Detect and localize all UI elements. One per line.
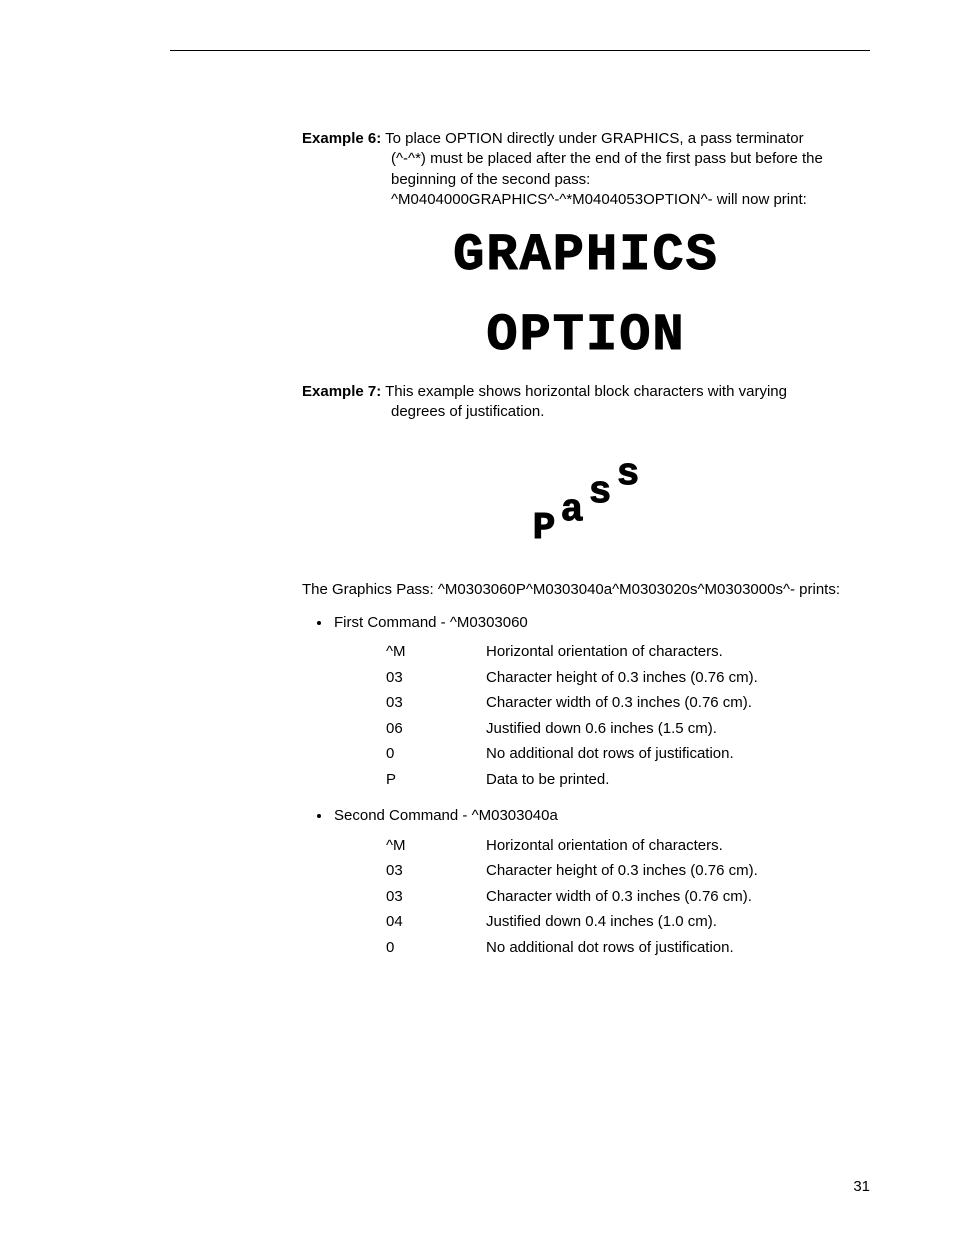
graphics-word-2: OPTION xyxy=(486,310,685,362)
example-7-line1: This example shows horizontal block char… xyxy=(385,383,787,400)
command-table-2: ^MHorizontal orientation of characters. … xyxy=(386,833,870,961)
table-row: 06Justified down 0.6 inches (1.5 cm). xyxy=(386,716,870,742)
cmd-desc: Justified down 0.6 inches (1.5 cm). xyxy=(486,716,870,742)
cmd-code: P xyxy=(386,767,486,793)
cmd-code: 03 xyxy=(386,858,486,884)
table-row: 03Character height of 0.3 inches (0.76 c… xyxy=(386,665,870,691)
example-7-line2: degrees of justification. xyxy=(391,402,870,422)
cmd-code: 04 xyxy=(386,909,486,935)
bullet-list-2: Second Command - ^M0303040a xyxy=(302,806,870,826)
cmd-desc: Horizontal orientation of characters. xyxy=(486,833,870,859)
table-row: ^MHorizontal orientation of characters. xyxy=(386,833,870,859)
page-content: Example 6: To place OPTION directly unde… xyxy=(302,129,870,960)
pass-char-1: a xyxy=(558,489,586,532)
cmd-desc: Horizontal orientation of characters. xyxy=(486,639,870,665)
cmd-code: 0 xyxy=(386,935,486,961)
page-top-rule xyxy=(170,50,870,51)
table-row: 04Justified down 0.4 inches (1.0 cm). xyxy=(386,909,870,935)
cmd-code: ^M xyxy=(386,833,486,859)
cmd-code: 03 xyxy=(386,690,486,716)
page-number: 31 xyxy=(853,1178,870,1195)
graphics-pass-text: The Graphics Pass: ^M0303060P^M0303040a^… xyxy=(302,579,870,602)
table-row: 03Character height of 0.3 inches (0.76 c… xyxy=(386,858,870,884)
table-row: 03Character width of 0.3 inches (0.76 cm… xyxy=(386,884,870,910)
pass-char-3: s xyxy=(614,453,642,496)
example-7-block: Example 7: This example shows horizontal… xyxy=(302,382,870,423)
bullet-first-command: First Command - ^M0303060 xyxy=(332,613,870,633)
table-row: ^MHorizontal orientation of characters. xyxy=(386,639,870,665)
cmd-code: 0 xyxy=(386,741,486,767)
example-6-line2: (^-^*) must be placed after the end of t… xyxy=(391,149,870,169)
pass-char-2: s xyxy=(586,471,614,514)
cmd-code: 03 xyxy=(386,665,486,691)
cmd-desc: Character width of 0.3 inches (0.76 cm). xyxy=(486,884,870,910)
bullet-second-command: Second Command - ^M0303040a xyxy=(332,806,870,826)
pass-stair-output: Pass xyxy=(302,453,870,553)
bullet-list-1: First Command - ^M0303060 xyxy=(302,613,870,633)
example-6-line3: beginning of the second pass: xyxy=(391,170,870,190)
cmd-desc: Data to be printed. xyxy=(486,767,870,793)
command-table-1: ^MHorizontal orientation of characters. … xyxy=(386,639,870,792)
table-row: PData to be printed. xyxy=(386,767,870,793)
table-row: 03Character width of 0.3 inches (0.76 cm… xyxy=(386,690,870,716)
cmd-desc: Character height of 0.3 inches (0.76 cm)… xyxy=(486,858,870,884)
example-6-line4: ^M0404000GRAPHICS^-^*M0404053OPTION^- wi… xyxy=(391,190,870,210)
example-6-label: Example 6: xyxy=(302,130,381,147)
cmd-desc: No additional dot rows of justification. xyxy=(486,935,870,961)
graphics-output: GRAPHICS OPTION xyxy=(302,230,870,370)
cmd-desc: Justified down 0.4 inches (1.0 cm). xyxy=(486,909,870,935)
cmd-code: 06 xyxy=(386,716,486,742)
cmd-code: 03 xyxy=(386,884,486,910)
example-6-block: Example 6: To place OPTION directly unde… xyxy=(302,129,870,210)
example-7-label: Example 7: xyxy=(302,383,381,400)
cmd-desc: No additional dot rows of justification. xyxy=(486,741,870,767)
table-row: 0No additional dot rows of justification… xyxy=(386,741,870,767)
cmd-code: ^M xyxy=(386,639,486,665)
table-row: 0No additional dot rows of justification… xyxy=(386,935,870,961)
cmd-desc: Character height of 0.3 inches (0.76 cm)… xyxy=(486,665,870,691)
pass-char-0: P xyxy=(530,507,558,550)
cmd-desc: Character width of 0.3 inches (0.76 cm). xyxy=(486,690,870,716)
graphics-word-1: GRAPHICS xyxy=(453,230,719,282)
example-6-line1: To place OPTION directly under GRAPHICS,… xyxy=(385,130,803,147)
